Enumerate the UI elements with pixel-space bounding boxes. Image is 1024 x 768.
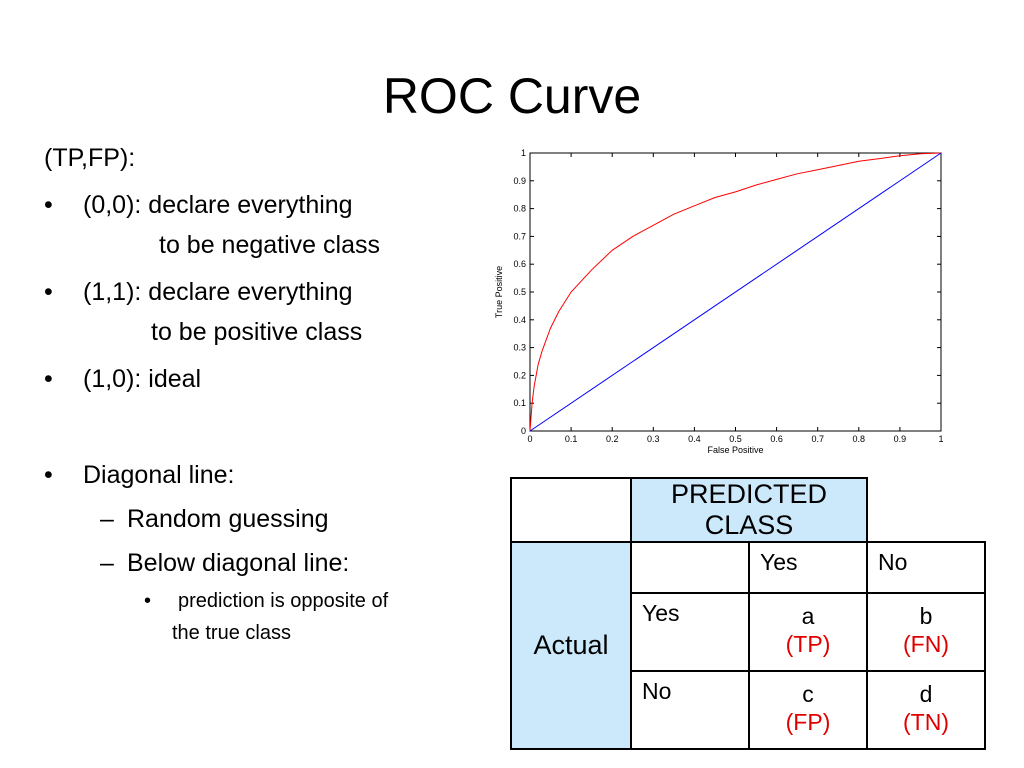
x-tick-label: 0 [527,434,532,444]
sub-bullet-text: Below diagonal line: [127,549,350,577]
bullet-line: (1,0): ideal [83,365,202,393]
y-axis-label: True Positive [494,266,504,318]
y-tick-label: 0.6 [513,259,526,269]
bullet-marker: • [44,278,53,306]
bullet-marker: • [44,191,53,219]
cell-letter: b [919,603,933,629]
cell-tn: d (TN) [866,670,986,750]
cell-tag: (FP) [785,709,831,735]
x-tick-label: 0.8 [853,434,866,444]
y-tick-label: 0.5 [513,287,526,297]
x-axis-label: False Positive [707,445,763,455]
cell-tag: (TP) [785,631,831,657]
cell-letter: d [919,681,933,707]
sub-sub-line: prediction is opposite of [178,590,389,612]
bullet-ideal: • (1,0): ideal [44,359,484,399]
x-tick-label: 0.5 [729,434,742,444]
tp-fp-heading: (TP,FP): [44,144,136,172]
roc-chart-svg: 0 0.1 0.2 0.3 0.4 0.5 0.6 0.7 0.8 0.9 1 0 0.1 0.2 0.3 0… [494,148,944,455]
dash-marker: – [100,549,114,577]
col-header-yes: Yes [748,541,868,594]
cell-letter: a [801,603,815,629]
matrix-corner [510,477,632,543]
y-tick-label: 0.4 [513,315,526,325]
slide-title: ROC Curve [382,68,642,124]
bullet-diagonal: • Diagonal line: [44,455,484,495]
x-tick-label: 1 [938,434,943,444]
confusion-matrix: PREDICTED CLASS Actual Yes No Yes a (TP)… [510,477,986,750]
bullet-marker: • [144,590,152,612]
bullet-line-continued: to be positive class [151,318,363,346]
y-tick-label: 1 [521,148,526,158]
sub-bullet-random: – Random guessing [44,499,484,539]
cell-tp: a (TP) [748,592,868,672]
sub-bullet-below: – Below diagonal line: [44,543,484,583]
x-tick-label: 0.9 [894,434,907,444]
cell-tag: (TN) [903,709,949,735]
matrix-blank-cell [630,541,750,594]
diagonal-label: Diagonal line: [83,461,235,489]
bullet-line-continued: to be negative class [159,231,380,259]
diagonal-reference-line [529,152,942,432]
x-tick-label: 0.1 [565,434,578,444]
cell-tag: (FN) [903,631,949,657]
x-tick-label: 0.4 [688,434,701,444]
roc-chart: 0 0.1 0.2 0.3 0.4 0.5 0.6 0.7 0.8 0.9 1 0 0.1 0.2 0.3 0… [484,140,954,462]
bullet-one-one: • (1,1): declare everything to be positi… [44,272,484,352]
actual-header: Actual [510,541,632,750]
y-tick-label: 0.2 [513,370,526,380]
y-tick-label: 0.8 [513,204,526,214]
row-header-yes: Yes [630,592,750,672]
y-tick-label: 0.7 [513,231,526,241]
left-text-block: (TP,FP): • (0,0): declare everything to … [44,138,484,649]
sub-sub-bullet: • prediction is opposite of the true cla… [44,585,484,649]
y-tick-label: 0.1 [513,398,526,408]
bullet-line: (0,0): declare everything [83,191,353,219]
bullet-origin: • (0,0): declare everything to be negati… [44,185,484,265]
bullet-marker: • [44,365,53,393]
x-tick-label: 0.3 [647,434,660,444]
sub-bullet-text: Random guessing [127,505,329,533]
bullet-line: (1,1): declare everything [83,278,353,306]
cell-fn: b (FN) [866,592,986,672]
x-tick-label: 0.7 [811,434,824,444]
y-tick-label: 0.9 [513,176,526,186]
row-header-no: No [630,670,750,750]
col-header-no: No [866,541,986,594]
x-tick-label: 0.6 [770,434,783,444]
cell-fp: c (FP) [748,670,868,750]
sub-sub-line-continued: the true class [172,622,291,644]
predicted-class-header: PREDICTED CLASS [630,477,868,543]
roc-curve-line [529,152,942,432]
cell-letter: c [802,681,814,707]
y-tick-label: 0 [521,426,526,436]
bullet-marker: • [44,461,53,489]
y-tick-label: 0.3 [513,343,526,353]
dash-marker: – [100,505,114,533]
x-tick-label: 0.2 [606,434,619,444]
